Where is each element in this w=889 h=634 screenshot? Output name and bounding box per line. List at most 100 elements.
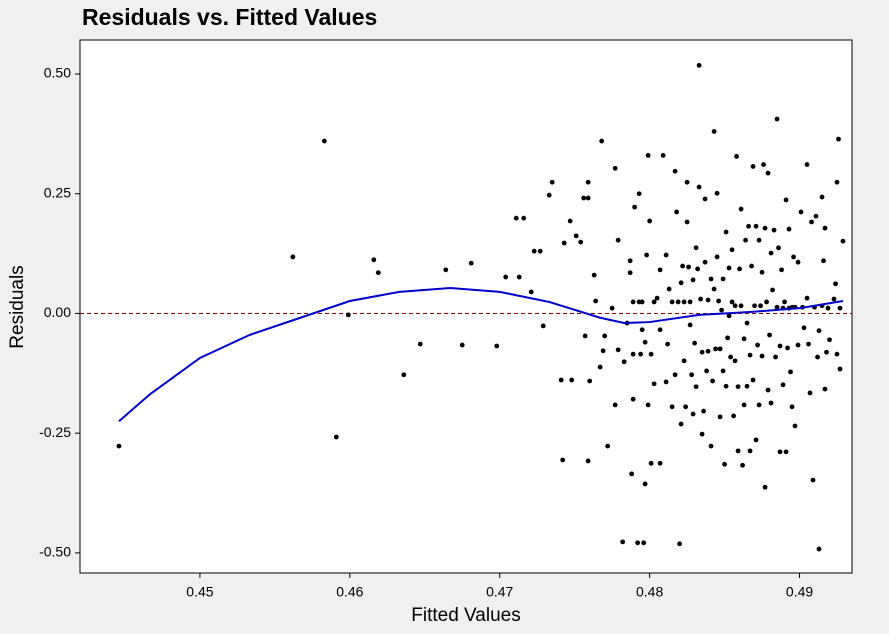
point (677, 541, 683, 547)
point (795, 259, 801, 265)
point (725, 335, 730, 341)
point (836, 136, 841, 142)
point (786, 226, 792, 232)
point (621, 359, 627, 365)
point (735, 384, 741, 390)
point (789, 404, 795, 410)
point (333, 434, 339, 440)
point (629, 471, 635, 477)
point (561, 240, 567, 246)
point (821, 258, 826, 264)
point (599, 138, 605, 144)
point (795, 342, 801, 348)
point (809, 219, 814, 225)
point (537, 248, 543, 254)
point (743, 237, 748, 243)
point (680, 263, 686, 269)
point (699, 349, 705, 355)
point (746, 223, 751, 229)
point (704, 368, 709, 374)
point (639, 299, 645, 305)
point (738, 206, 744, 212)
point (632, 204, 638, 210)
y-tick-label: -0.25 (39, 424, 71, 440)
point (443, 267, 449, 273)
point (753, 437, 759, 443)
point (549, 179, 555, 185)
point (714, 254, 720, 260)
y-axis-label: Residuals (7, 265, 28, 348)
point (666, 286, 672, 292)
point (714, 190, 720, 196)
point (728, 354, 733, 360)
smoother-line (118, 287, 844, 422)
point (816, 546, 822, 552)
point (741, 402, 747, 408)
point (665, 341, 671, 347)
point (521, 215, 527, 221)
y-tick-label: 0.00 (44, 304, 71, 320)
point (585, 195, 591, 201)
point (726, 265, 732, 271)
point (597, 364, 603, 370)
point (822, 386, 828, 392)
point (807, 390, 813, 396)
point (684, 219, 690, 225)
point (720, 368, 726, 374)
point (753, 223, 759, 229)
point (773, 354, 778, 360)
point (705, 348, 711, 354)
point (581, 195, 587, 201)
point (779, 267, 784, 273)
point (765, 387, 771, 393)
point (798, 209, 804, 215)
point (612, 402, 618, 408)
point (674, 209, 680, 215)
point (690, 277, 696, 283)
point (693, 245, 699, 251)
point (840, 238, 846, 244)
point (792, 423, 798, 429)
point (375, 270, 381, 276)
point (824, 349, 829, 355)
point (729, 299, 735, 305)
point (759, 353, 765, 359)
x-tick-label: 0.45 (186, 584, 213, 600)
point (813, 213, 819, 219)
point (788, 369, 793, 375)
point (684, 179, 690, 185)
point (711, 286, 717, 292)
point (560, 457, 566, 463)
point (837, 305, 843, 311)
point (657, 460, 663, 466)
point (708, 443, 714, 449)
point (758, 303, 763, 309)
point (735, 448, 741, 454)
point (681, 299, 687, 305)
point (780, 382, 786, 388)
point (734, 153, 739, 159)
point (692, 340, 698, 346)
point (785, 345, 790, 351)
point (593, 298, 599, 304)
point (689, 372, 695, 378)
x-tick-label: 0.47 (486, 584, 513, 600)
point (750, 377, 756, 383)
x-tick-label: 0.46 (336, 584, 363, 600)
point (819, 194, 825, 200)
point (804, 162, 810, 167)
point (768, 250, 774, 256)
point (696, 184, 702, 190)
point (732, 358, 738, 364)
point (648, 460, 654, 466)
point (678, 280, 684, 286)
point (503, 274, 509, 280)
point (657, 267, 663, 273)
point (831, 296, 837, 302)
point (726, 313, 732, 319)
point (732, 303, 738, 309)
point (687, 322, 693, 328)
y-tick-label: 0.25 (44, 184, 71, 200)
point (740, 462, 745, 468)
